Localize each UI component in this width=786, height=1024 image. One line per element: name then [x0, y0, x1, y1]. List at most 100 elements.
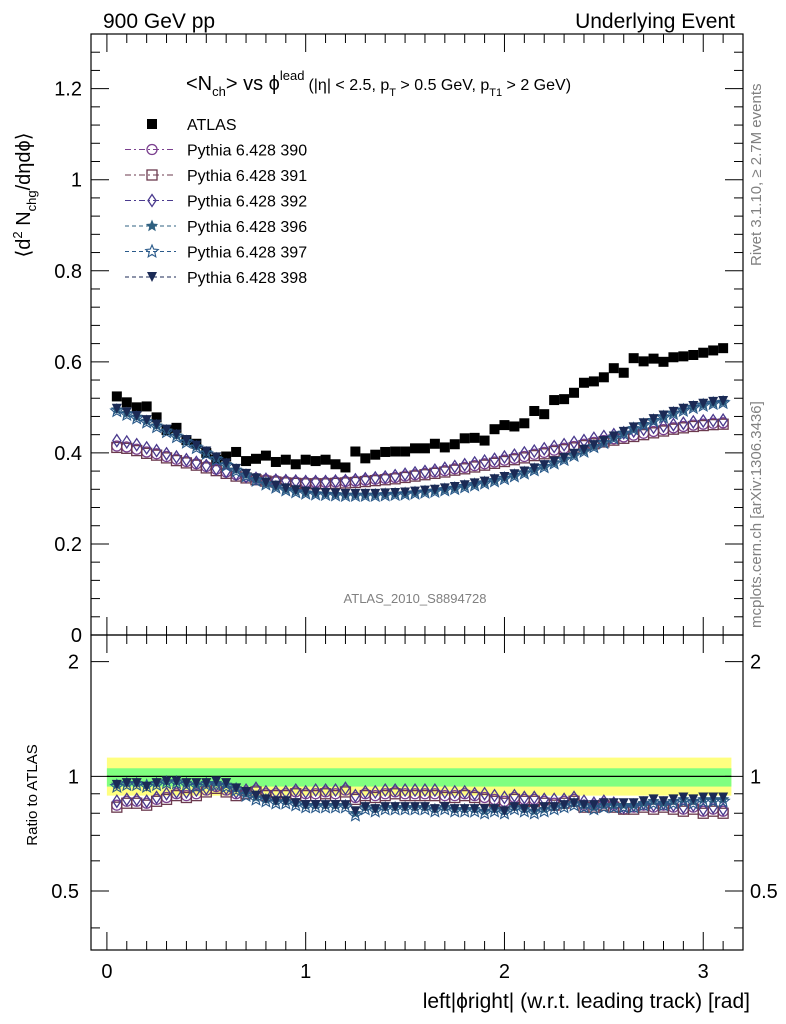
data-point [479, 476, 490, 487]
ratio-point [320, 782, 331, 798]
data-point [221, 451, 232, 462]
data-point [449, 482, 460, 493]
ratio-point [685, 795, 701, 810]
ratio-point [310, 782, 321, 798]
ratio-point [529, 790, 540, 805]
data-point [370, 488, 381, 499]
data-point [489, 424, 500, 435]
data-point [658, 410, 669, 421]
data-point [201, 446, 212, 457]
ratio-point [370, 804, 381, 815]
legend-label: Pythia 6.428 391 [187, 168, 307, 185]
data-point [280, 483, 291, 494]
ratio-point [658, 796, 669, 807]
legend: ATLAS Pythia 6.428 390 Pythia 6.428 391 Pyt… [125, 117, 307, 287]
data-point [221, 464, 231, 479]
x-tick-label: 2 [499, 961, 510, 983]
ratio-point [181, 778, 192, 789]
ratio-point [569, 798, 580, 809]
main-title: <Nch> vs ϕlead(|η| < 2.5, pT > 0.5 GeV, … [186, 68, 571, 99]
ratio-point [161, 776, 172, 787]
data-point [270, 456, 281, 467]
data-point [678, 416, 689, 431]
data-point [539, 441, 550, 456]
ratio-point [526, 805, 542, 820]
data-point [300, 486, 311, 497]
data-point [539, 409, 550, 420]
data-point [390, 487, 401, 498]
data-point [658, 356, 669, 367]
y-tick-label-top: 0 [71, 625, 82, 647]
ratio-point [459, 804, 470, 815]
ratio-point [440, 784, 450, 800]
data-point [509, 469, 520, 480]
data-point [559, 452, 570, 463]
ratio-point [479, 786, 490, 801]
ratio-point [529, 804, 540, 815]
data-point [419, 443, 430, 454]
data-point [588, 376, 599, 387]
ratio-point [330, 800, 341, 811]
ratio-point [698, 792, 709, 803]
ratio-point [519, 804, 530, 815]
ratio-point [546, 801, 562, 816]
data-point [260, 450, 271, 461]
ratio-point [646, 795, 662, 810]
rivet-info: Rivet 3.1.10, ≥ 2.7M events [748, 84, 765, 267]
data-point [648, 414, 659, 425]
legend-marker [145, 219, 159, 232]
data-point [111, 391, 122, 402]
ratio-point [360, 802, 371, 813]
ratio-point [439, 802, 450, 813]
ratio-point [509, 802, 520, 813]
data-point [198, 445, 214, 461]
ratio-point [578, 800, 589, 811]
y-tick-label-bottom-left: 1 [68, 766, 79, 788]
ratio-point [238, 787, 254, 803]
data-point [250, 473, 261, 484]
data-point [549, 456, 560, 467]
data-point [698, 347, 709, 358]
series-pythia-6-428-392 [112, 412, 728, 489]
ratio-point [340, 781, 351, 796]
ratio-point [290, 782, 301, 798]
data-point [171, 429, 182, 440]
ratio-point [469, 786, 480, 801]
ratio-point [698, 801, 709, 817]
legend-marker [147, 119, 157, 129]
data-point [698, 398, 709, 409]
ratio-point [380, 802, 391, 813]
data-point [131, 402, 142, 413]
legend-label: Pythia 6.428 398 [187, 270, 307, 287]
data-point [390, 446, 401, 457]
data-point [499, 472, 510, 483]
data-point [350, 472, 361, 487]
x-tick-label: 1 [300, 961, 311, 983]
data-point [440, 461, 450, 476]
legend-label: ATLAS [187, 117, 237, 134]
ratio-point [539, 802, 550, 813]
data-point [121, 434, 132, 450]
legend-label: Pythia 6.428 392 [187, 194, 307, 211]
ratio-point [718, 801, 728, 817]
y-tick-label-bottom-right: 0.5 [750, 881, 778, 903]
data-point [400, 487, 411, 498]
top-series [109, 343, 731, 503]
ratio-point [218, 778, 234, 793]
data-point [469, 432, 480, 443]
data-point [598, 372, 609, 383]
data-point [119, 406, 135, 422]
ratio-point [429, 804, 440, 815]
ratio-point [310, 800, 321, 811]
ratio-point [141, 794, 152, 809]
data-point [241, 468, 252, 479]
data-point [489, 452, 500, 467]
ratio-point [628, 798, 639, 809]
data-point [509, 421, 520, 432]
data-point [310, 456, 321, 467]
ratio-point [449, 804, 460, 815]
legend-label: Pythia 6.428 397 [187, 245, 307, 262]
ratio-point [489, 788, 500, 803]
data-point [598, 436, 609, 447]
